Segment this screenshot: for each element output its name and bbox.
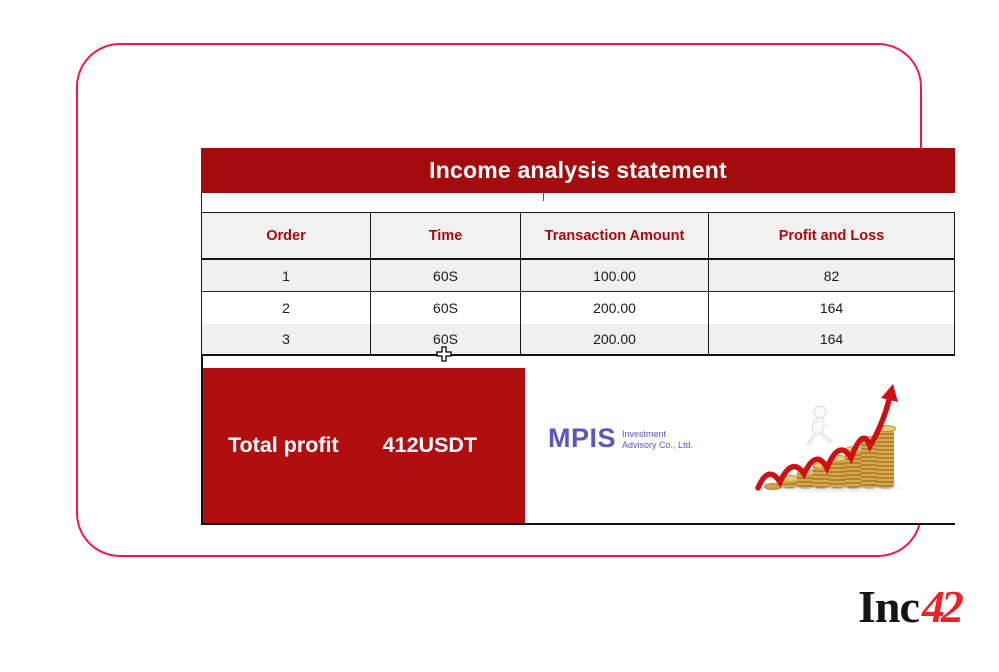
coin-stack: [877, 425, 896, 488]
total-profit-label: Total profit: [228, 433, 339, 457]
total-profit-panel: Total profit 412USDT: [203, 368, 525, 523]
table-header-row: Order Time Transaction Amount Profit and…: [201, 212, 955, 260]
column-header-time: Time: [370, 213, 520, 258]
climbing-figure: [805, 405, 833, 447]
column-header-profit-and-loss: Profit and Loss: [708, 213, 954, 258]
cell-profit-and-loss: 82: [708, 260, 954, 291]
inc42-prefix: Inc: [858, 581, 920, 632]
cell-order: 1: [282, 267, 290, 284]
mpis-logo: MPIS Investment Advisory Co., Ltd.: [548, 423, 693, 453]
cell-profit-and-loss: 164: [708, 324, 954, 354]
cell-transaction-amount: 100.00: [520, 260, 708, 291]
inc42-suffix: 42: [921, 581, 964, 632]
growth-coins-illustration: [754, 380, 916, 496]
spreadsheet: Income analysis statement Order Time Tra…: [201, 148, 955, 525]
mpis-tagline: Investment Advisory Co., Ltd.: [622, 426, 693, 450]
cell-transaction-amount: 200.00: [520, 324, 708, 354]
statement-card: Income analysis statement Order Time Tra…: [76, 43, 955, 557]
column-header-order: Order: [266, 227, 306, 244]
cell-time: 60S: [370, 324, 520, 354]
mpis-wordmark: MPIS: [548, 423, 617, 453]
column-header-transaction-amount: Transaction Amount: [520, 213, 708, 258]
summary-section: Total profit 412USDT MPIS Investment Adv…: [201, 356, 955, 525]
cell-time: 60S: [370, 260, 520, 291]
table-row: 1 60S 100.00 82: [201, 260, 955, 292]
table-row: 2 60S 200.00 164: [201, 292, 955, 324]
table-row: 3 60S 200.00 164: [201, 324, 955, 356]
statement-title: Income analysis statement: [429, 157, 727, 183]
gridline-stub: [543, 193, 544, 201]
cell-order: 2: [282, 300, 290, 316]
spacer-row: [201, 193, 955, 212]
rising-red-arrow-and-figure: [755, 384, 898, 491]
total-profit-value: 412USDT: [382, 433, 478, 457]
cell-time: 60S: [370, 292, 520, 324]
cell-order: 3: [282, 331, 290, 347]
mpis-tagline-line2: Advisory Co., Ltd.: [622, 439, 694, 450]
cell-transaction-amount: 200.00: [520, 292, 708, 324]
mpis-tagline-line1: Investment: [622, 429, 667, 439]
excel-cross-cursor: [436, 346, 452, 362]
cell-profit-and-loss: 164: [708, 292, 954, 324]
inc42-watermark: Inc42: [858, 581, 964, 632]
statement-title-bar: Income analysis statement: [201, 148, 955, 193]
